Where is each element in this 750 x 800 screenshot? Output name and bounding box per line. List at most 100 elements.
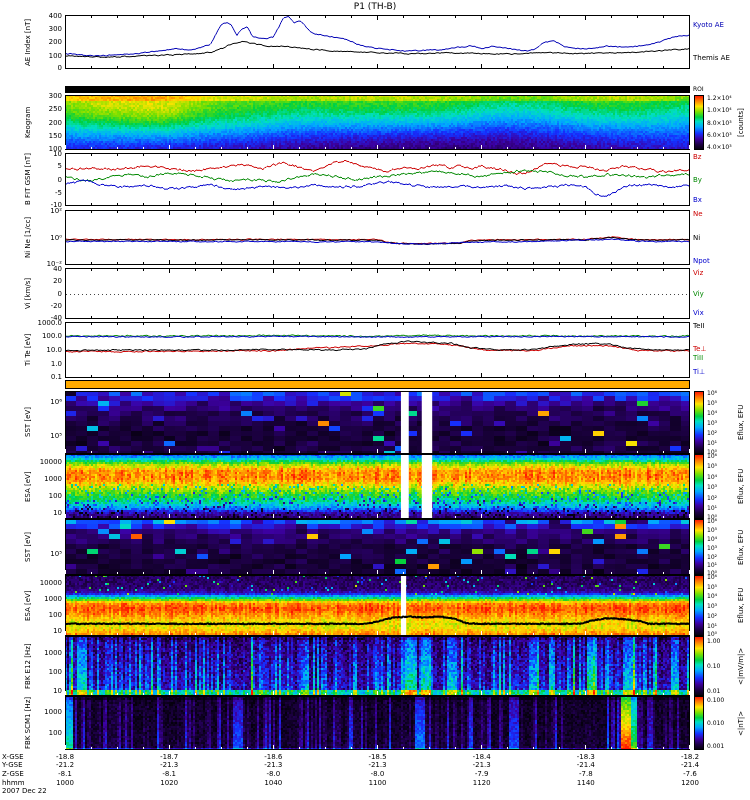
temperature-ytick-label: 1000.0 — [37, 319, 63, 328]
sst_ion-colorbar-tick: 10⁵ — [707, 399, 718, 407]
fbk_e-colorbar-unit: <|mV/m|> — [737, 647, 745, 685]
velocity-ytick-label: 0 — [57, 289, 62, 298]
ae-ytick-label: 200 — [48, 38, 62, 46]
temperature-ytick-label: 0.1 — [50, 372, 62, 381]
bottom-axis-value: -18.2 — [680, 753, 700, 761]
keogram-colorbar — [694, 95, 704, 150]
density-legend-0: Ne — [693, 210, 703, 219]
sst_electron-plot-canvas — [65, 519, 690, 575]
bottom-axis-value: 1100 — [368, 779, 387, 787]
keogram-ytick-label: 250 — [48, 104, 62, 113]
bottom-axis-value: -21.3 — [368, 761, 387, 769]
esa_ion-colorbar — [694, 454, 704, 519]
density-ytick-label: 10⁻² — [46, 259, 62, 268]
bfit-legend-2: Bx — [693, 195, 702, 204]
ae-legend-1: Themis AE — [693, 54, 730, 63]
ae-legend-0: Kyoto AE — [693, 20, 724, 29]
sst_electron-colorbar-tick: 10⁶ — [707, 517, 718, 525]
sst_electron-colorbar-tick: 10³ — [707, 544, 718, 552]
velocity-ytick-label: -20 — [50, 302, 62, 311]
sst_ion-plot-canvas — [65, 391, 690, 454]
bottom-axis-value: -21.4 — [576, 761, 595, 769]
velocity-legend-2: Vix — [693, 308, 704, 317]
esa_electron-ytick-label: 10000 — [39, 578, 62, 587]
ae-plot-canvas — [65, 15, 690, 69]
sst_electron-colorbar-unit: Eflux, EFU — [737, 529, 745, 565]
velocity-plot-canvas — [65, 268, 690, 319]
sst_electron-colorbar-tick: 10⁵ — [707, 526, 718, 534]
bottom-axis-value: -21.2 — [55, 761, 75, 769]
bottom-axis-value: 1200 — [681, 779, 699, 787]
density-ytick-label: 10⁰ — [50, 233, 62, 242]
keogram-colorbar-tick: 8.0×10³ — [707, 119, 732, 127]
esa_ion-plot-canvas — [65, 454, 690, 519]
esa_electron-colorbar-tick: 10³ — [707, 603, 718, 611]
bottom-axis-value: -18.6 — [264, 753, 283, 761]
esa_electron-plot-canvas — [65, 575, 690, 636]
fbk_e-colorbar-tick: 0.01 — [707, 688, 721, 696]
esa_ion-ytick-label: 100 — [48, 492, 62, 501]
bottom-axis-value: -18.5 — [368, 753, 387, 761]
bottom-axis-value: 1020 — [160, 779, 179, 787]
temperature-legend-1: Te⊥ — [693, 344, 707, 353]
separator-bar — [65, 380, 690, 389]
velocity-legend-1: Viy — [693, 289, 704, 298]
bottom-axis-value: -21.3 — [264, 761, 283, 769]
fbk_b-ytick-label: 1000 — [44, 708, 62, 717]
fbk_b-colorbar-tick: 0.010 — [707, 720, 725, 727]
sst_electron-ytick-label: 10⁵ — [50, 549, 62, 558]
esa_electron-colorbar-tick: 10¹ — [707, 622, 718, 630]
bottom-axis-value: -7.9 — [474, 770, 489, 778]
esa_ion-ytick-label: 10000 — [39, 458, 62, 467]
esa_ion-colorbar-tick: 10⁵ — [707, 463, 718, 471]
sst_ion-colorbar-tick: 10⁴ — [707, 410, 718, 418]
sst_ion-ytick-label: 10⁶ — [50, 397, 62, 406]
fbk_b-colorbar-tick: 0.001 — [707, 742, 725, 750]
keogram-ytick-label: 150 — [48, 132, 62, 141]
temperature-legend-2: TiII — [693, 353, 704, 362]
sst_electron-colorbar — [694, 519, 704, 575]
fbk_e-colorbar-tick: 1.00 — [707, 637, 721, 645]
esa_electron-colorbar-tick: 10⁴ — [707, 593, 718, 601]
sst_ion-colorbar-tick: 10² — [707, 430, 718, 438]
sst_ion-colorbar-tick: 10³ — [707, 420, 718, 428]
keogram-colorbar-tick: 6.0×10³ — [707, 131, 732, 139]
esa_electron-colorbar-tick: 10² — [707, 612, 718, 620]
sst_ion-colorbar-tick: 10¹ — [707, 440, 718, 448]
esa_ion-ytick-label: 10 — [53, 509, 62, 518]
fbk_b-colorbar-tick: 0.100 — [707, 697, 725, 705]
bottom-axis-row-label: Y-GSE — [2, 761, 23, 769]
keogram-plot-canvas — [65, 95, 690, 150]
bottom-axis-value: -18.4 — [472, 753, 491, 761]
bottom-axis-value: 1000 — [56, 779, 74, 787]
esa_ion-colorbar-tick: 10⁰ — [707, 514, 718, 522]
esa_electron-colorbar-tick: 10⁵ — [707, 583, 718, 591]
esa_electron-colorbar — [694, 575, 704, 636]
bottom-axis-row-label: hhmm — [2, 779, 25, 787]
bottom-axis-value: -18.7 — [160, 753, 179, 761]
ae-ytick-label: 400 — [48, 12, 62, 21]
bfit-plot-canvas — [65, 153, 690, 206]
keogram-colorbar-tick: 4.0×10³ — [707, 143, 732, 151]
fbk_b-colorbar-unit: <|nT|> — [737, 710, 745, 736]
fbk_b-ylabel: FBK SCM1 [Hz] — [24, 696, 32, 750]
bottom-axis-value: 1120 — [472, 779, 491, 787]
sst_ion-colorbar-unit: Eflux, EFU — [737, 404, 745, 441]
fbk_e-colorbar-tick: 0.10 — [707, 663, 721, 670]
ae-ytick-label: 0 — [57, 63, 62, 72]
keogram-colorbar-tick: 1.0×10⁴ — [707, 107, 732, 115]
bottom-axis-value: -18.8 — [55, 753, 75, 761]
esa_electron-ytick-label: 1000 — [44, 594, 62, 603]
density-legend-1: Ni — [693, 233, 701, 242]
density-ytick-label: 10² — [50, 207, 62, 216]
esa_ion-colorbar-tick: 10⁴ — [707, 473, 718, 481]
bottom-axis-value: -21.3 — [472, 761, 491, 769]
velocity-legend-0: Viz — [693, 269, 704, 278]
roi-bar — [65, 86, 690, 93]
sst_ion-ytick-label: 10⁵ — [50, 432, 62, 441]
esa_electron-ytick-label: 100 — [48, 610, 62, 619]
sst_ion-colorbar-tick: 10⁰ — [707, 449, 718, 457]
temperature-legend-0: TeII — [693, 322, 705, 331]
fbk_e-ytick-label: 1000 — [44, 648, 62, 657]
